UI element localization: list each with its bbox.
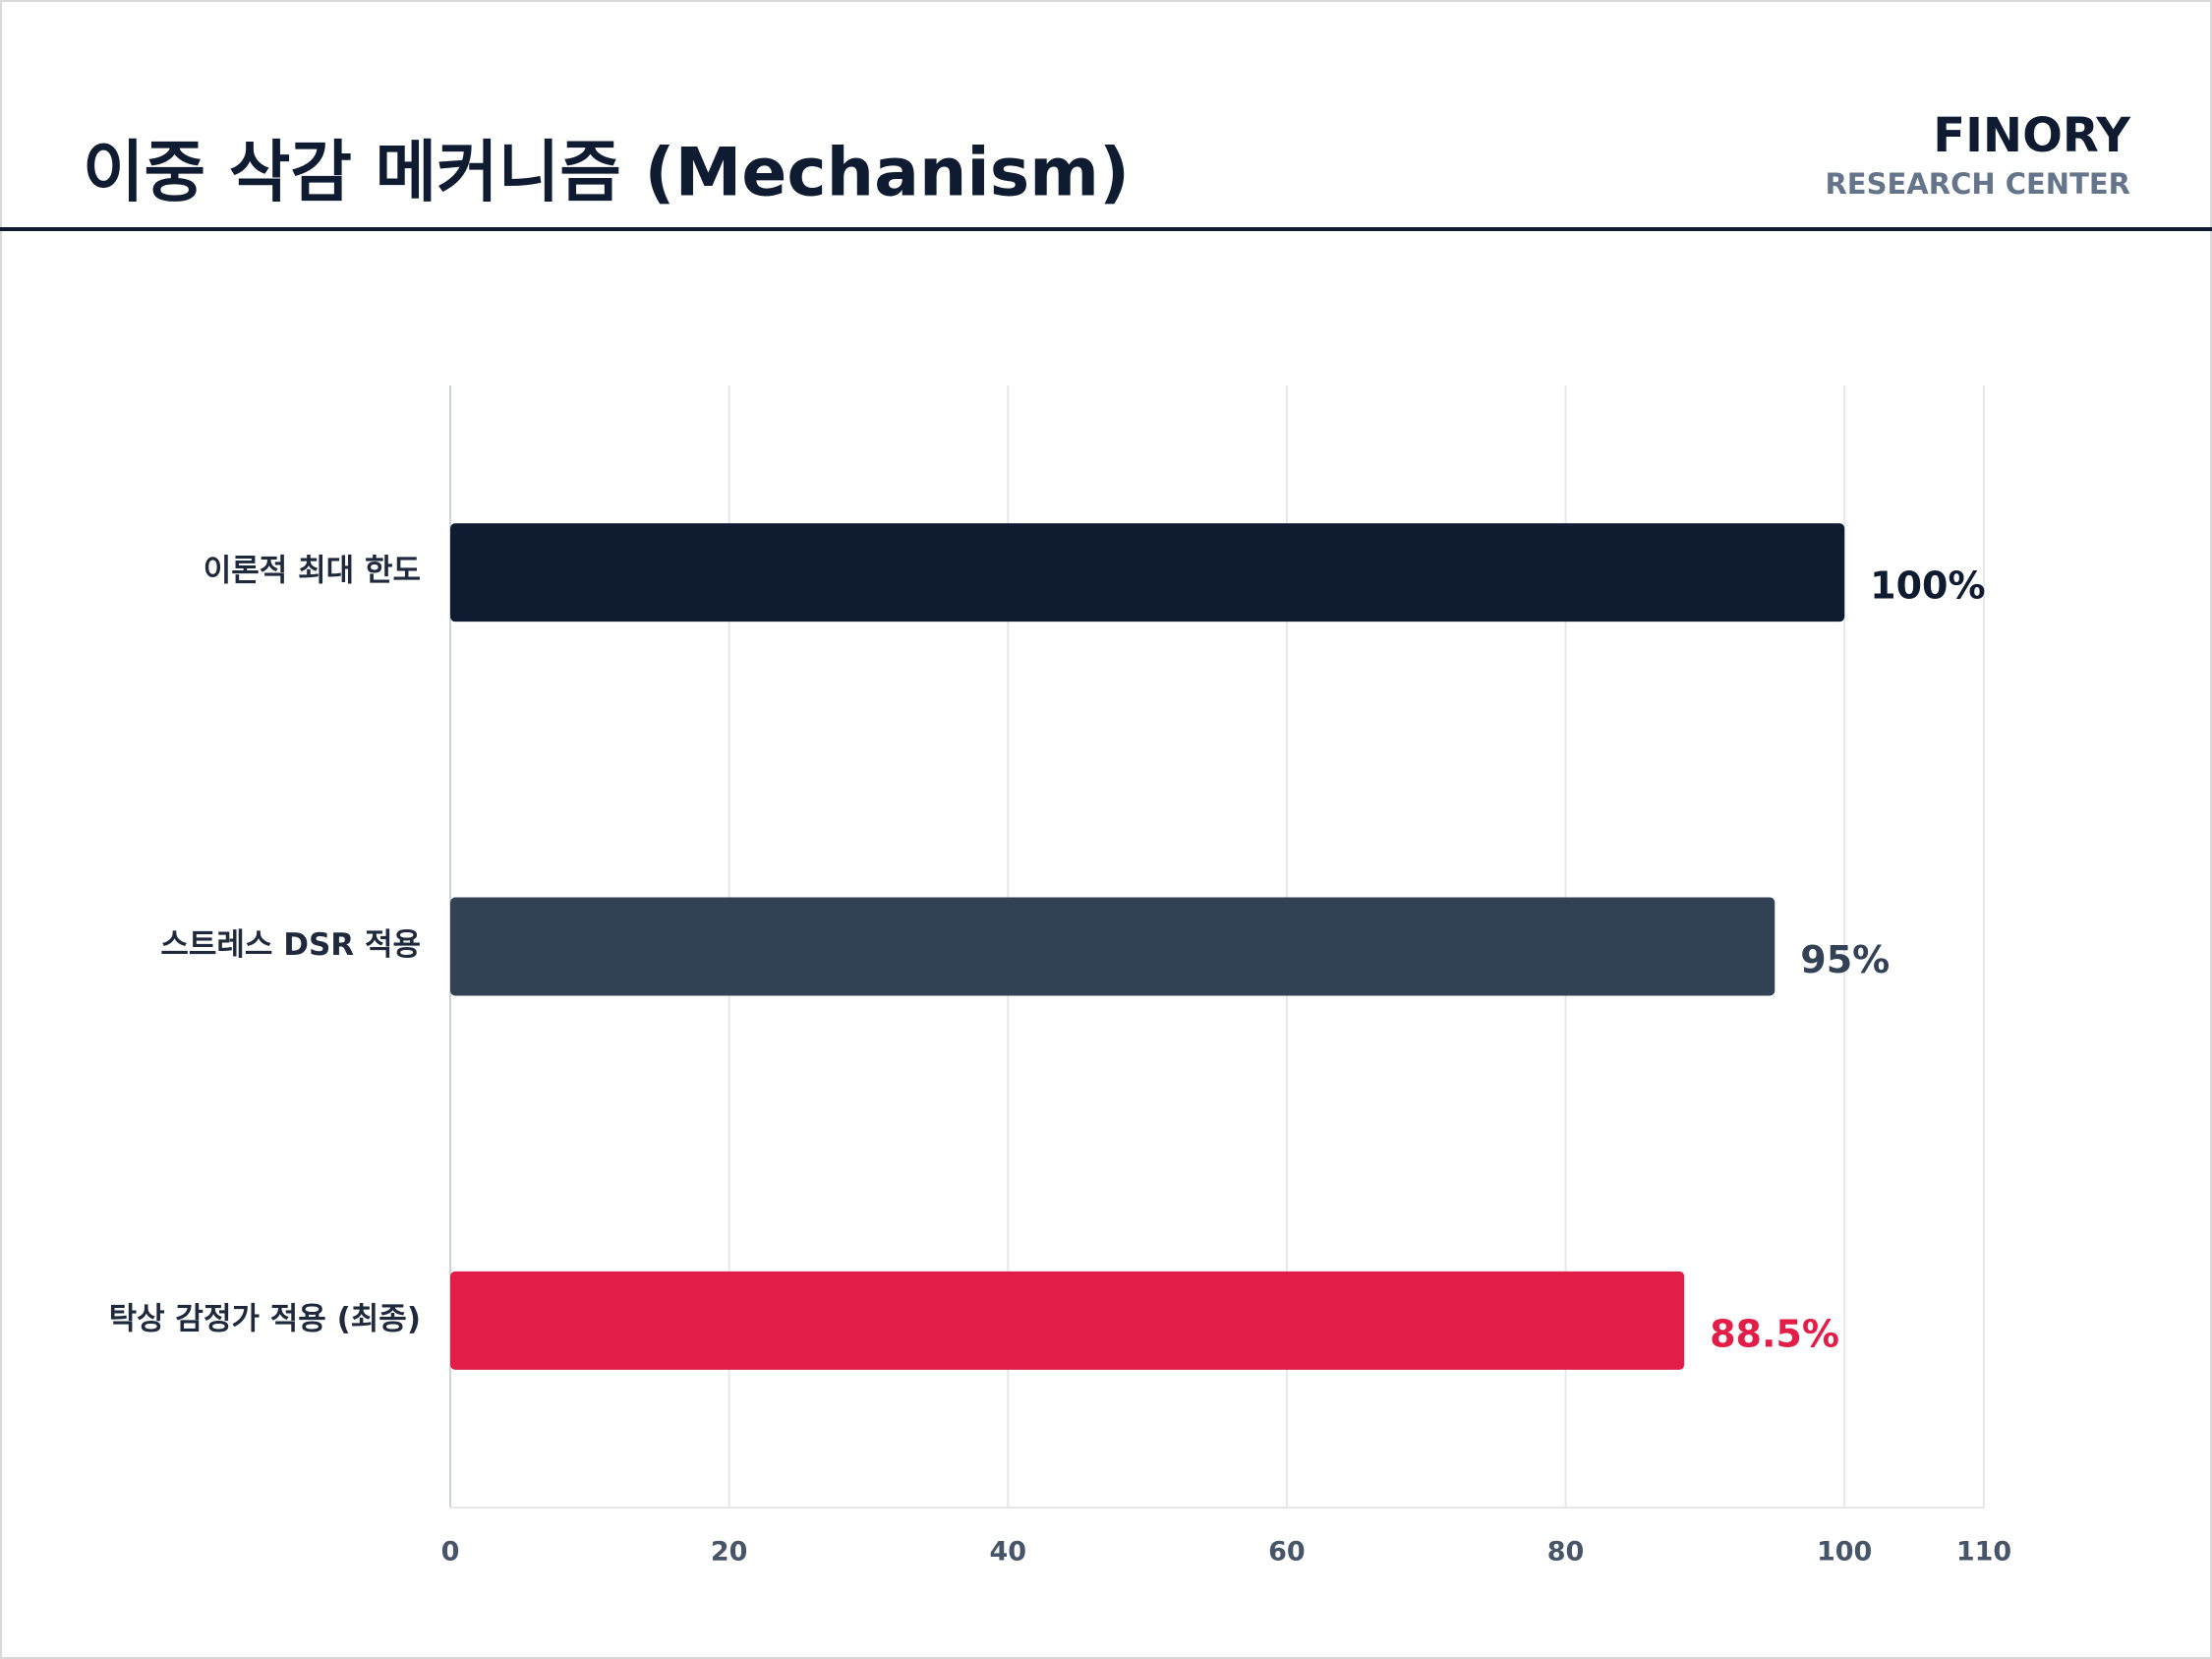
x-tick-label: 20 xyxy=(711,1537,748,1568)
x-tick-label: 0 xyxy=(441,1537,460,1568)
x-tick-label: 60 xyxy=(1268,1537,1306,1568)
brand-name: FINORY xyxy=(1933,108,2131,163)
value-label: 88.5% xyxy=(1710,1312,1839,1355)
x-tick-label: 100 xyxy=(1817,1537,1872,1568)
y-tick-label: 스트레스 DSR 적용 xyxy=(160,927,421,963)
x-tick-label: 40 xyxy=(989,1537,1026,1568)
chart-title: 이중 삭감 메커니즘 (Mechanism) xyxy=(83,135,1130,212)
bar xyxy=(450,1271,1685,1370)
value-label: 100% xyxy=(1870,564,1985,608)
brand-tagline: RESEARCH CENTER xyxy=(1825,167,2130,201)
plot: 0 20 40 60 80 100 110 이론적 최대 한도 100% 스트레스 DSR 적용 9… xyxy=(109,385,2011,1568)
bar xyxy=(450,897,1775,996)
y-tick-label: 탁상 감정가 적용 (최종) xyxy=(109,1301,421,1336)
x-tick-label: 110 xyxy=(1956,1537,2011,1568)
value-label: 95% xyxy=(1800,938,1890,981)
bar xyxy=(450,523,1845,622)
x-tick-label: 80 xyxy=(1547,1537,1585,1568)
y-tick-label: 이론적 최대 한도 xyxy=(204,554,421,589)
